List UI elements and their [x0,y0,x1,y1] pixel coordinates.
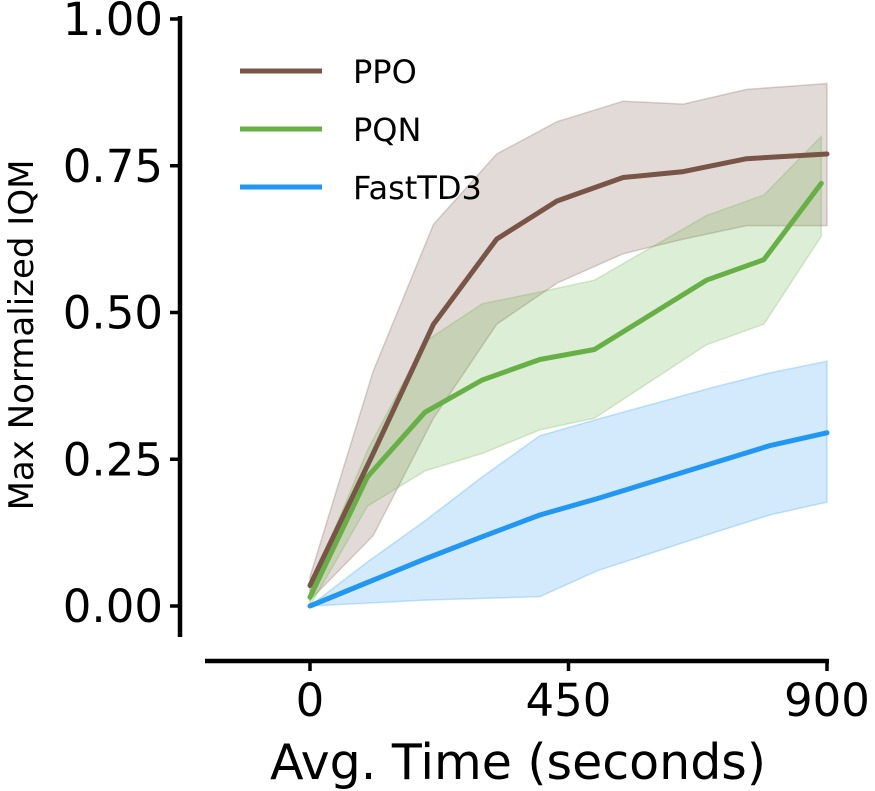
line-ppo [307,151,830,588]
y-tick-label: 1.00 [63,0,163,46]
y-tick-label: 0.00 [63,580,163,633]
legend: PPO PQN FastTD3 [240,53,482,207]
band-pqn [309,134,823,609]
legend-label-fasttd3: FastTD3 [353,169,482,207]
x-tick-label: 900 [784,674,870,727]
line-fasttd3 [307,430,830,609]
ticks: 0.00 0.25 0.50 0.75 1.00 0 450 900 [63,0,870,727]
band-ppo [309,82,828,602]
y-axis-label: Max Normalized IQM [2,160,42,511]
legend-label-ppo: PPO [353,53,417,91]
y-tick-label: 0.25 [63,433,163,486]
y-tick-label: 0.50 [63,287,163,340]
x-axis-label: Avg. Time (seconds) [270,734,766,791]
confidence-bands [307,82,828,609]
line-pqn [307,180,824,600]
y-tick-label: 0.75 [63,140,163,193]
x-tick-label: 450 [526,674,612,727]
x-tick-label: 0 [296,674,325,727]
series-lines [307,151,830,609]
legend-label-pqn: PQN [353,111,421,149]
